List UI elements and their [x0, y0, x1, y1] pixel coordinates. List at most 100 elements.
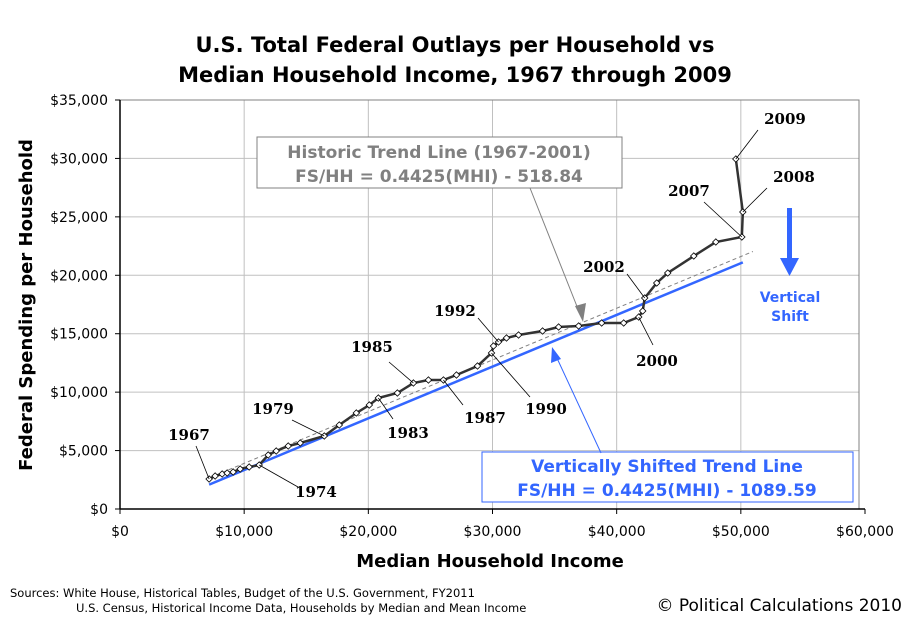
data-point-1975 [264, 451, 272, 459]
leader-line-2009 [735, 129, 759, 160]
shifted-trend-equation: FS/HH = 0.4425(MHI) - 1089.59 [517, 481, 817, 501]
x-tick-label: $50,000 [712, 524, 770, 540]
y-tick-label: $0 [90, 502, 108, 518]
y-tick-label: $35,000 [50, 93, 108, 109]
leader-line-1983 [378, 397, 394, 420]
data-point-2003 [652, 279, 661, 287]
leader-line-1990 [491, 352, 531, 398]
x-tick-label: $40,000 [588, 524, 646, 540]
data-point-1978 [296, 439, 305, 447]
data-point-1970 [223, 469, 231, 477]
data-point-1998 [597, 319, 606, 327]
vertical-shift-label-1: Vertical [760, 290, 821, 306]
year-label-1992: 1992 [434, 302, 476, 320]
vertical-shift-arrow-shaft [787, 208, 792, 260]
shifted-trend-box [481, 451, 854, 503]
year-label-1979: 1979 [252, 400, 294, 418]
leader-line-1992 [477, 317, 499, 343]
year-label-2007: 2007 [668, 182, 710, 200]
data-point-1988 [452, 371, 461, 379]
copyright: © Political Calculations 2010 [656, 596, 902, 616]
leader-line-1974 [258, 464, 299, 488]
x-tick-label: $20,000 [339, 524, 397, 540]
data-point-1996 [554, 323, 563, 331]
data-point-1981 [352, 409, 361, 417]
label-leaders [195, 129, 768, 488]
sources-line-2: U.S. Census, Historical Income Data, Hou… [76, 601, 526, 615]
year-label-2000: 2000 [636, 352, 678, 370]
leader-line-1985 [388, 361, 414, 384]
data-point-1972 [236, 465, 244, 473]
y-tick-label: $15,000 [50, 327, 108, 343]
data-point-1971 [229, 468, 237, 476]
leader-line-2000 [638, 316, 654, 346]
leader-line-2007 [703, 201, 743, 238]
historic-trend-arrow-line [529, 187, 581, 315]
year-label-1974: 1974 [295, 483, 337, 501]
y-tick-label: $5,000 [59, 444, 108, 460]
year-label-1990: 1990 [525, 400, 567, 418]
y-axis-title: Federal Spending per Household [16, 139, 37, 471]
x-tick-label: $30,000 [464, 524, 522, 540]
y-tick-label: $10,000 [50, 385, 108, 401]
chart-title-line-2: Median Household Income, 1967 through 20… [178, 63, 732, 87]
year-label-1985: 1985 [351, 338, 393, 356]
y-tick-label: $25,000 [50, 210, 108, 226]
historic-trend-equation: FS/HH = 0.4425(MHI) - 518.84 [295, 167, 583, 187]
year-label-2002: 2002 [583, 258, 625, 276]
historic-trend-title: Historic Trend Line (1967-2001) [287, 143, 590, 163]
year-label-2008: 2008 [773, 168, 815, 186]
x-tick-label: $0 [111, 524, 129, 540]
year-label-1983: 1983 [387, 424, 429, 442]
data-point-1993 [502, 334, 511, 342]
vertical-shift-arrow-down-icon [780, 258, 799, 276]
historic-trend-box [256, 136, 623, 189]
data-point-2005 [690, 252, 698, 260]
x-tick-label: $60,000 [836, 524, 894, 540]
y-tick-label: $20,000 [50, 268, 108, 284]
leader-line-1967 [195, 445, 210, 480]
data-point-1980 [335, 421, 344, 429]
data-point-1994 [514, 331, 523, 339]
vertical-shift-label-2: Shift [771, 309, 809, 325]
data-point-1968 [211, 472, 219, 480]
year-label-1967: 1967 [168, 426, 210, 444]
chart-title-line-1: U.S. Total Federal Outlays per Household… [196, 33, 715, 57]
data-point-2006 [712, 238, 720, 246]
x-axis-ticks: $0 $10,000 $20,000 $30,000 $40,000 $50,000 $60… [111, 509, 894, 540]
x-tick-label: $10,000 [215, 524, 273, 540]
historic-trend-arrowhead-icon [575, 303, 586, 322]
data-point-1976 [272, 447, 280, 455]
data-point-1984 [393, 389, 402, 397]
leader-line-1987 [443, 379, 464, 406]
leader-line-2002 [626, 273, 646, 299]
data-point-1989 [473, 362, 482, 370]
data-point-1982 [365, 401, 374, 409]
year-labels: 1967 1974 1979 1983 1985 1987 1990 1992 2000 2002… [168, 110, 815, 501]
leader-line-1979 [291, 419, 325, 437]
data-point-1997 [574, 322, 583, 330]
data-point-2004 [663, 269, 672, 277]
shifted-trend-arrowhead-icon [551, 347, 561, 363]
data-point-2001 [638, 307, 647, 315]
shifted-trend-title: Vertically Shifted Trend Line [531, 457, 803, 477]
data-series-line [208, 158, 745, 481]
data-point-1977 [284, 442, 292, 450]
data-point-2000 [634, 313, 643, 321]
sources-line-1: Sources: White House, Historical Tables,… [10, 586, 475, 600]
shifted-trend-line [208, 261, 744, 486]
data-point-1973 [245, 463, 253, 471]
y-axis-ticks: $0 $5,000 $10,000 $15,000 $20,000 $25,000 $30,… [50, 93, 120, 518]
data-point-1991 [489, 342, 498, 350]
data-series [205, 155, 747, 483]
data-point-1999 [619, 319, 628, 327]
data-point-1986 [424, 376, 433, 384]
data-point-1995 [538, 327, 547, 335]
x-axis-title: Median Household Income [356, 551, 624, 572]
leader-line-2008 [742, 187, 768, 213]
year-label-1987: 1987 [464, 409, 506, 427]
y-tick-label: $30,000 [50, 151, 108, 167]
shifted-trend-arrow-line [555, 355, 602, 454]
year-label-2009: 2009 [764, 110, 806, 128]
